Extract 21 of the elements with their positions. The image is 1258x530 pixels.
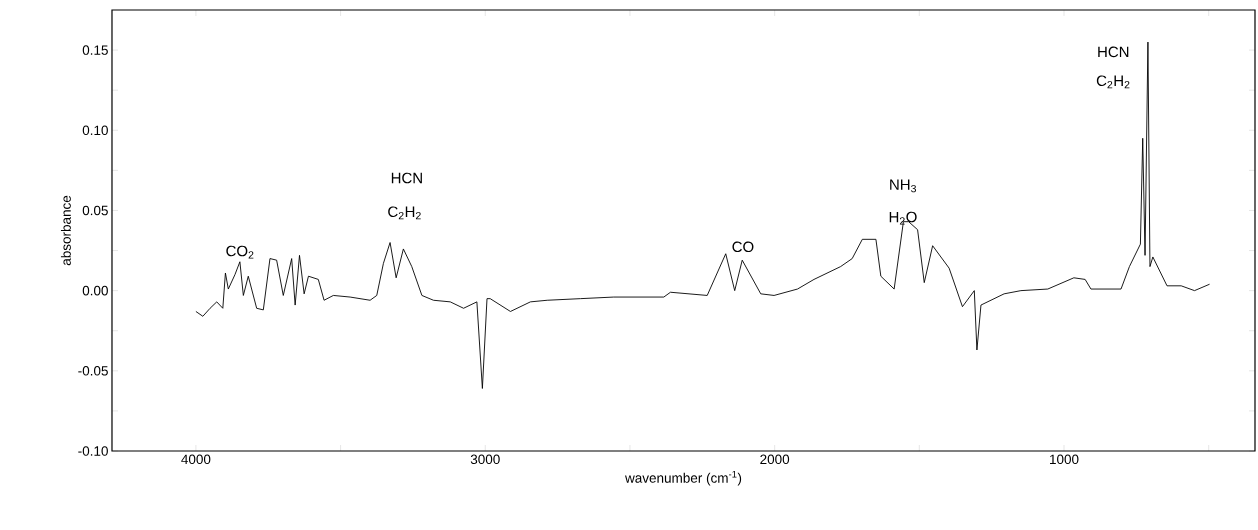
- y-tick-label: 0.15: [82, 45, 108, 55]
- annotation: HCN: [1098, 46, 1129, 58]
- x-tick-label: 3000: [470, 454, 500, 465]
- line-series: [195, 41, 1211, 389]
- annotation: C$_{2}$H$_{2}$: [1096, 75, 1130, 89]
- x-tick-label: 1000: [1050, 454, 1079, 465]
- y-tick-label: 0.00: [82, 285, 108, 296]
- x-tick-label: 4000: [181, 454, 211, 465]
- annotation: CO: [732, 241, 754, 253]
- y-axis-title: absorbance: [60, 195, 71, 266]
- annotation: H$_{2}$O: [889, 211, 917, 225]
- annotation: HCN: [391, 172, 422, 184]
- y-tick-label: -0.10: [78, 446, 108, 456]
- y-tick-label: -0.05: [78, 366, 108, 376]
- y-tick-label: 0.05: [82, 205, 108, 216]
- x-tick-label: 2000: [760, 454, 790, 465]
- x-axis-title: wavenumber (cm$^{-1}$): [625, 470, 742, 486]
- y-tick-label: 0.10: [82, 125, 108, 136]
- annotation: CO$_{2}$: [226, 245, 254, 259]
- annotation: NH$_{3}$: [890, 179, 916, 193]
- annotation: C$_{2}$H$_{2}$: [388, 206, 421, 220]
